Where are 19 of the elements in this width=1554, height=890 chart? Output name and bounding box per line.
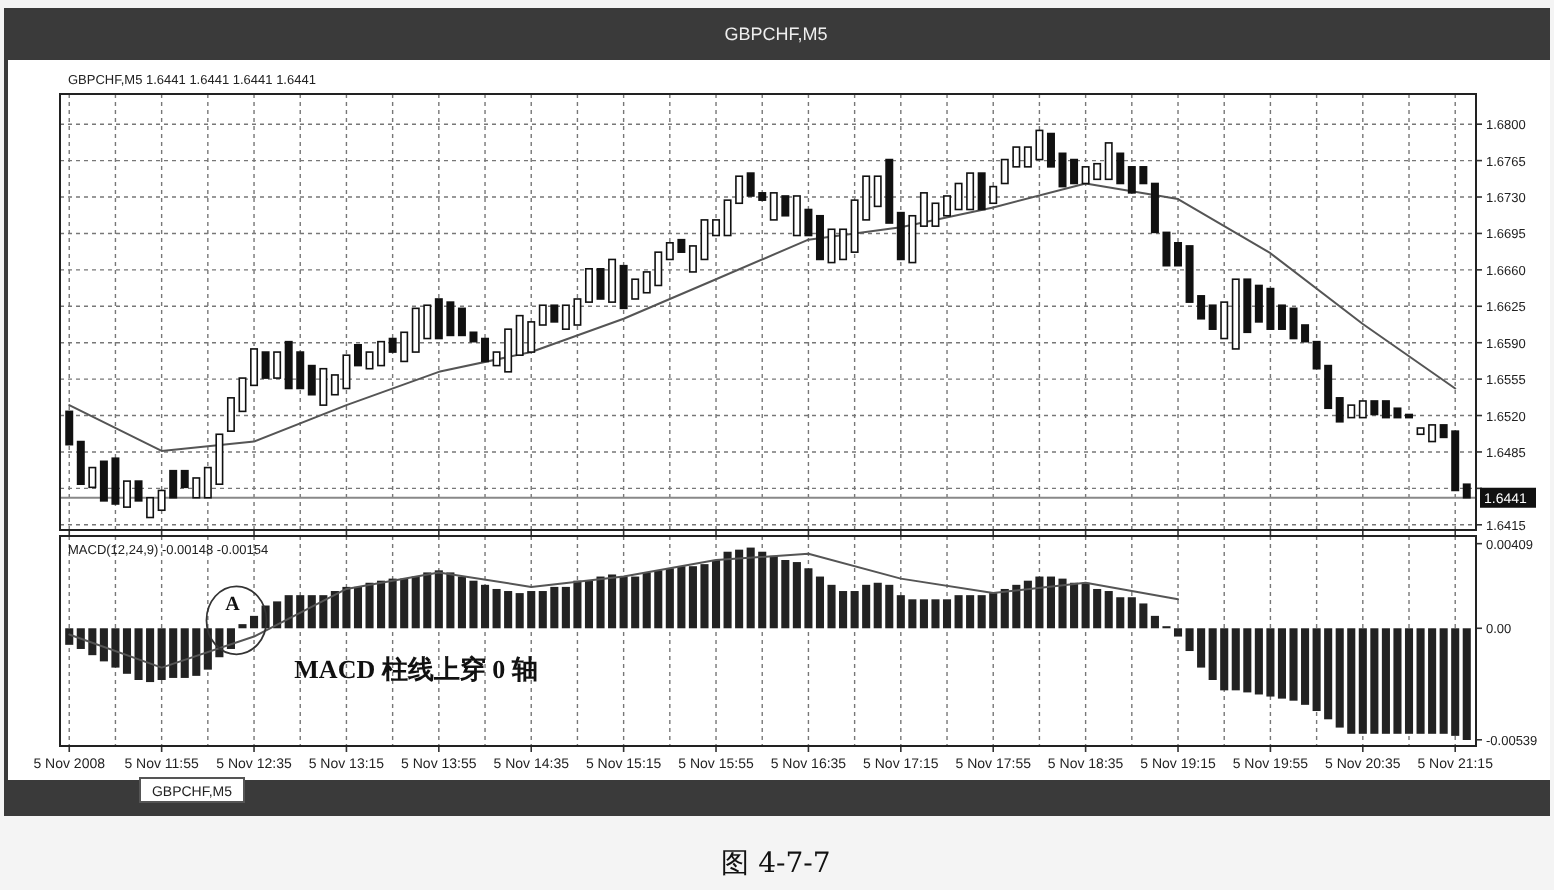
bar xyxy=(1173,628,1183,637)
candlestick xyxy=(481,337,490,363)
candlestick xyxy=(815,214,824,261)
caption: 图 4-7-7 xyxy=(721,848,831,880)
candlestick xyxy=(1174,242,1183,267)
candlestick xyxy=(1277,304,1286,330)
candlestick xyxy=(1046,132,1055,168)
candlestick xyxy=(353,343,362,367)
candlestick xyxy=(65,410,74,446)
annotation: A xyxy=(225,594,242,617)
chart-title: GBPCHF,M5 xyxy=(724,24,828,44)
line-series xyxy=(68,182,1457,452)
annotation: MACD 柱线上穿 0 轴 xyxy=(294,654,538,684)
bar xyxy=(65,628,74,645)
candlestick xyxy=(584,268,593,303)
candlestick xyxy=(122,480,131,508)
bar xyxy=(1462,628,1471,740)
candlestick xyxy=(250,348,259,387)
candlestick xyxy=(943,195,952,217)
